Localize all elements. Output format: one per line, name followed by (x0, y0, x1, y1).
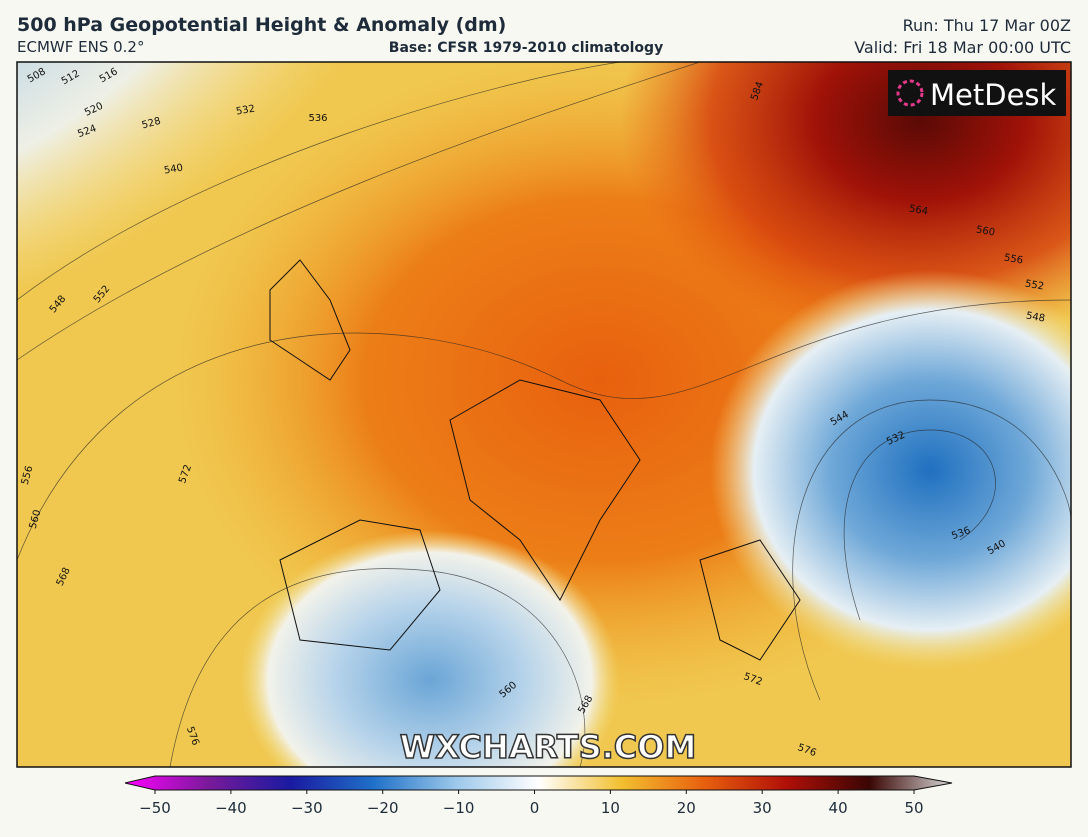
colorbar-tick-label: 20 (677, 799, 696, 817)
contour-label: 548 (1025, 310, 1046, 324)
model: ECMWF ENS 0.2° (17, 38, 144, 56)
watermark: WXCHARTS.COM (400, 728, 697, 766)
contour-label: 564 (908, 203, 929, 217)
contour-label: 556 (1003, 252, 1024, 266)
contour-label: 532 (235, 103, 256, 117)
colorbar-tick-label: 50 (904, 799, 923, 817)
colorbar-tick-label: −10 (443, 799, 475, 817)
colorbar-tick-label: 30 (753, 799, 772, 817)
contour-label: 560 (28, 509, 44, 530)
base: Base: CFSR 1979-2010 climatology (389, 40, 663, 56)
colorbar-tick-label: −40 (215, 799, 247, 817)
colorbar-tick-label: −50 (139, 799, 171, 817)
run: Run: Thu 17 Mar 00Z (903, 16, 1071, 35)
colorbar-tick-label: −20 (367, 799, 399, 817)
contour-label: 552 (1024, 278, 1045, 292)
map-frame (16, 61, 1072, 768)
title: 500 hPa Geopotential Height & Anomaly (d… (17, 14, 506, 36)
colorbar (124, 775, 953, 791)
contour-label: 560 (975, 224, 996, 238)
contour-label: 556 (20, 465, 36, 486)
contour-label: 528 (141, 116, 162, 132)
logo: MetDesk (930, 78, 1057, 112)
colorbar-ticks: −50 −40 −30 −20 −10 0 10 20 30 40 50 (139, 790, 924, 817)
logo-icon (896, 79, 924, 107)
colorbar-tick-label: 0 (530, 799, 540, 817)
colorbar-tick-label: 40 (829, 799, 848, 817)
colorbar-tick-label: 10 (601, 799, 620, 817)
contour-label: 536 (308, 113, 327, 124)
contour-label: 540 (163, 162, 184, 176)
logo-box (888, 70, 1066, 116)
valid: Valid: Fri 18 Mar 00:00 UTC (854, 38, 1071, 57)
colorbar-tick-label: −30 (291, 799, 323, 817)
